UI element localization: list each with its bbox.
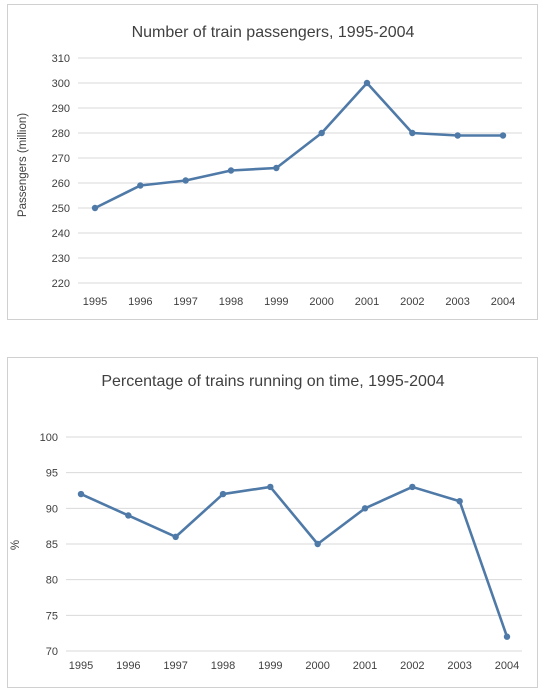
data-point bbox=[273, 164, 280, 172]
data-point bbox=[361, 505, 369, 512]
data-point bbox=[125, 512, 132, 519]
y-tick-label: 230 bbox=[52, 253, 70, 265]
data-point bbox=[499, 132, 507, 139]
y-tick-label: 270 bbox=[52, 153, 70, 165]
data-point bbox=[267, 483, 274, 491]
y-axis-label: Passengers (million) bbox=[17, 113, 29, 217]
x-tick-label: 2003 bbox=[445, 296, 469, 308]
data-point bbox=[314, 540, 321, 548]
data-point bbox=[409, 129, 416, 137]
data-point bbox=[503, 633, 511, 640]
x-tick-label: 1998 bbox=[211, 660, 235, 672]
on-time-chart-panel: Percentage of trains running on time, 19… bbox=[7, 357, 538, 688]
x-tick-label: 2000 bbox=[309, 296, 333, 308]
x-tick-label: 2000 bbox=[305, 660, 329, 672]
y-tick-label: 260 bbox=[52, 178, 70, 190]
x-tick-label: 1999 bbox=[264, 296, 288, 308]
data-point bbox=[409, 483, 416, 491]
data-point bbox=[363, 79, 371, 87]
x-tick-label: 1995 bbox=[83, 296, 107, 308]
y-axis-label: % bbox=[10, 540, 22, 550]
x-tick-label: 2001 bbox=[355, 296, 379, 308]
x-tick-label: 1997 bbox=[173, 296, 197, 308]
x-tick-label: 1998 bbox=[219, 296, 243, 308]
y-tick-label: 240 bbox=[52, 228, 70, 240]
y-tick-label: 290 bbox=[52, 103, 70, 115]
data-point bbox=[454, 132, 461, 139]
y-tick-label: 75 bbox=[46, 610, 58, 622]
y-tick-label: 80 bbox=[46, 575, 58, 587]
y-tick-label: 100 bbox=[40, 432, 58, 444]
y-tick-label: 90 bbox=[46, 503, 58, 515]
y-tick-label: 220 bbox=[52, 278, 70, 290]
chart-title: Percentage of trains running on time, 19… bbox=[101, 373, 444, 390]
x-tick-label: 2002 bbox=[400, 296, 424, 308]
y-tick-label: 70 bbox=[46, 646, 58, 658]
y-tick-label: 310 bbox=[52, 53, 70, 65]
x-tick-label: 1996 bbox=[128, 296, 152, 308]
data-point bbox=[219, 490, 227, 498]
y-tick-label: 300 bbox=[52, 78, 70, 90]
x-tick-label: 2002 bbox=[400, 660, 424, 672]
y-tick-label: 95 bbox=[46, 468, 58, 480]
data-point bbox=[182, 177, 189, 184]
x-tick-label: 1995 bbox=[69, 660, 93, 672]
y-tick-label: 250 bbox=[52, 203, 70, 215]
x-tick-label: 2004 bbox=[495, 660, 519, 672]
x-tick-label: 2003 bbox=[447, 660, 471, 672]
on-time-chart: Percentage of trains running on time, 19… bbox=[10, 373, 522, 672]
y-tick-label: 280 bbox=[52, 128, 70, 140]
data-point bbox=[91, 204, 99, 212]
data-point bbox=[318, 129, 325, 137]
x-tick-label: 1996 bbox=[116, 660, 140, 672]
data-point bbox=[456, 498, 463, 505]
x-tick-label: 1999 bbox=[258, 660, 282, 672]
data-point bbox=[227, 167, 235, 174]
chart-title: Number of train passengers, 1995-2004 bbox=[132, 24, 415, 41]
data-point bbox=[77, 490, 85, 498]
series-line bbox=[94, 81, 503, 210]
x-tick-label: 2004 bbox=[491, 296, 515, 308]
x-tick-label: 2001 bbox=[353, 660, 377, 672]
x-tick-label: 1997 bbox=[163, 660, 187, 672]
y-tick-label: 85 bbox=[46, 539, 58, 551]
series-line bbox=[80, 485, 509, 638]
passengers-chart-panel: Number of train passengers, 1995-2004 Pa… bbox=[7, 4, 538, 320]
data-point bbox=[137, 182, 144, 189]
data-point bbox=[172, 533, 179, 541]
passengers-chart: Number of train passengers, 1995-2004 Pa… bbox=[17, 24, 522, 308]
